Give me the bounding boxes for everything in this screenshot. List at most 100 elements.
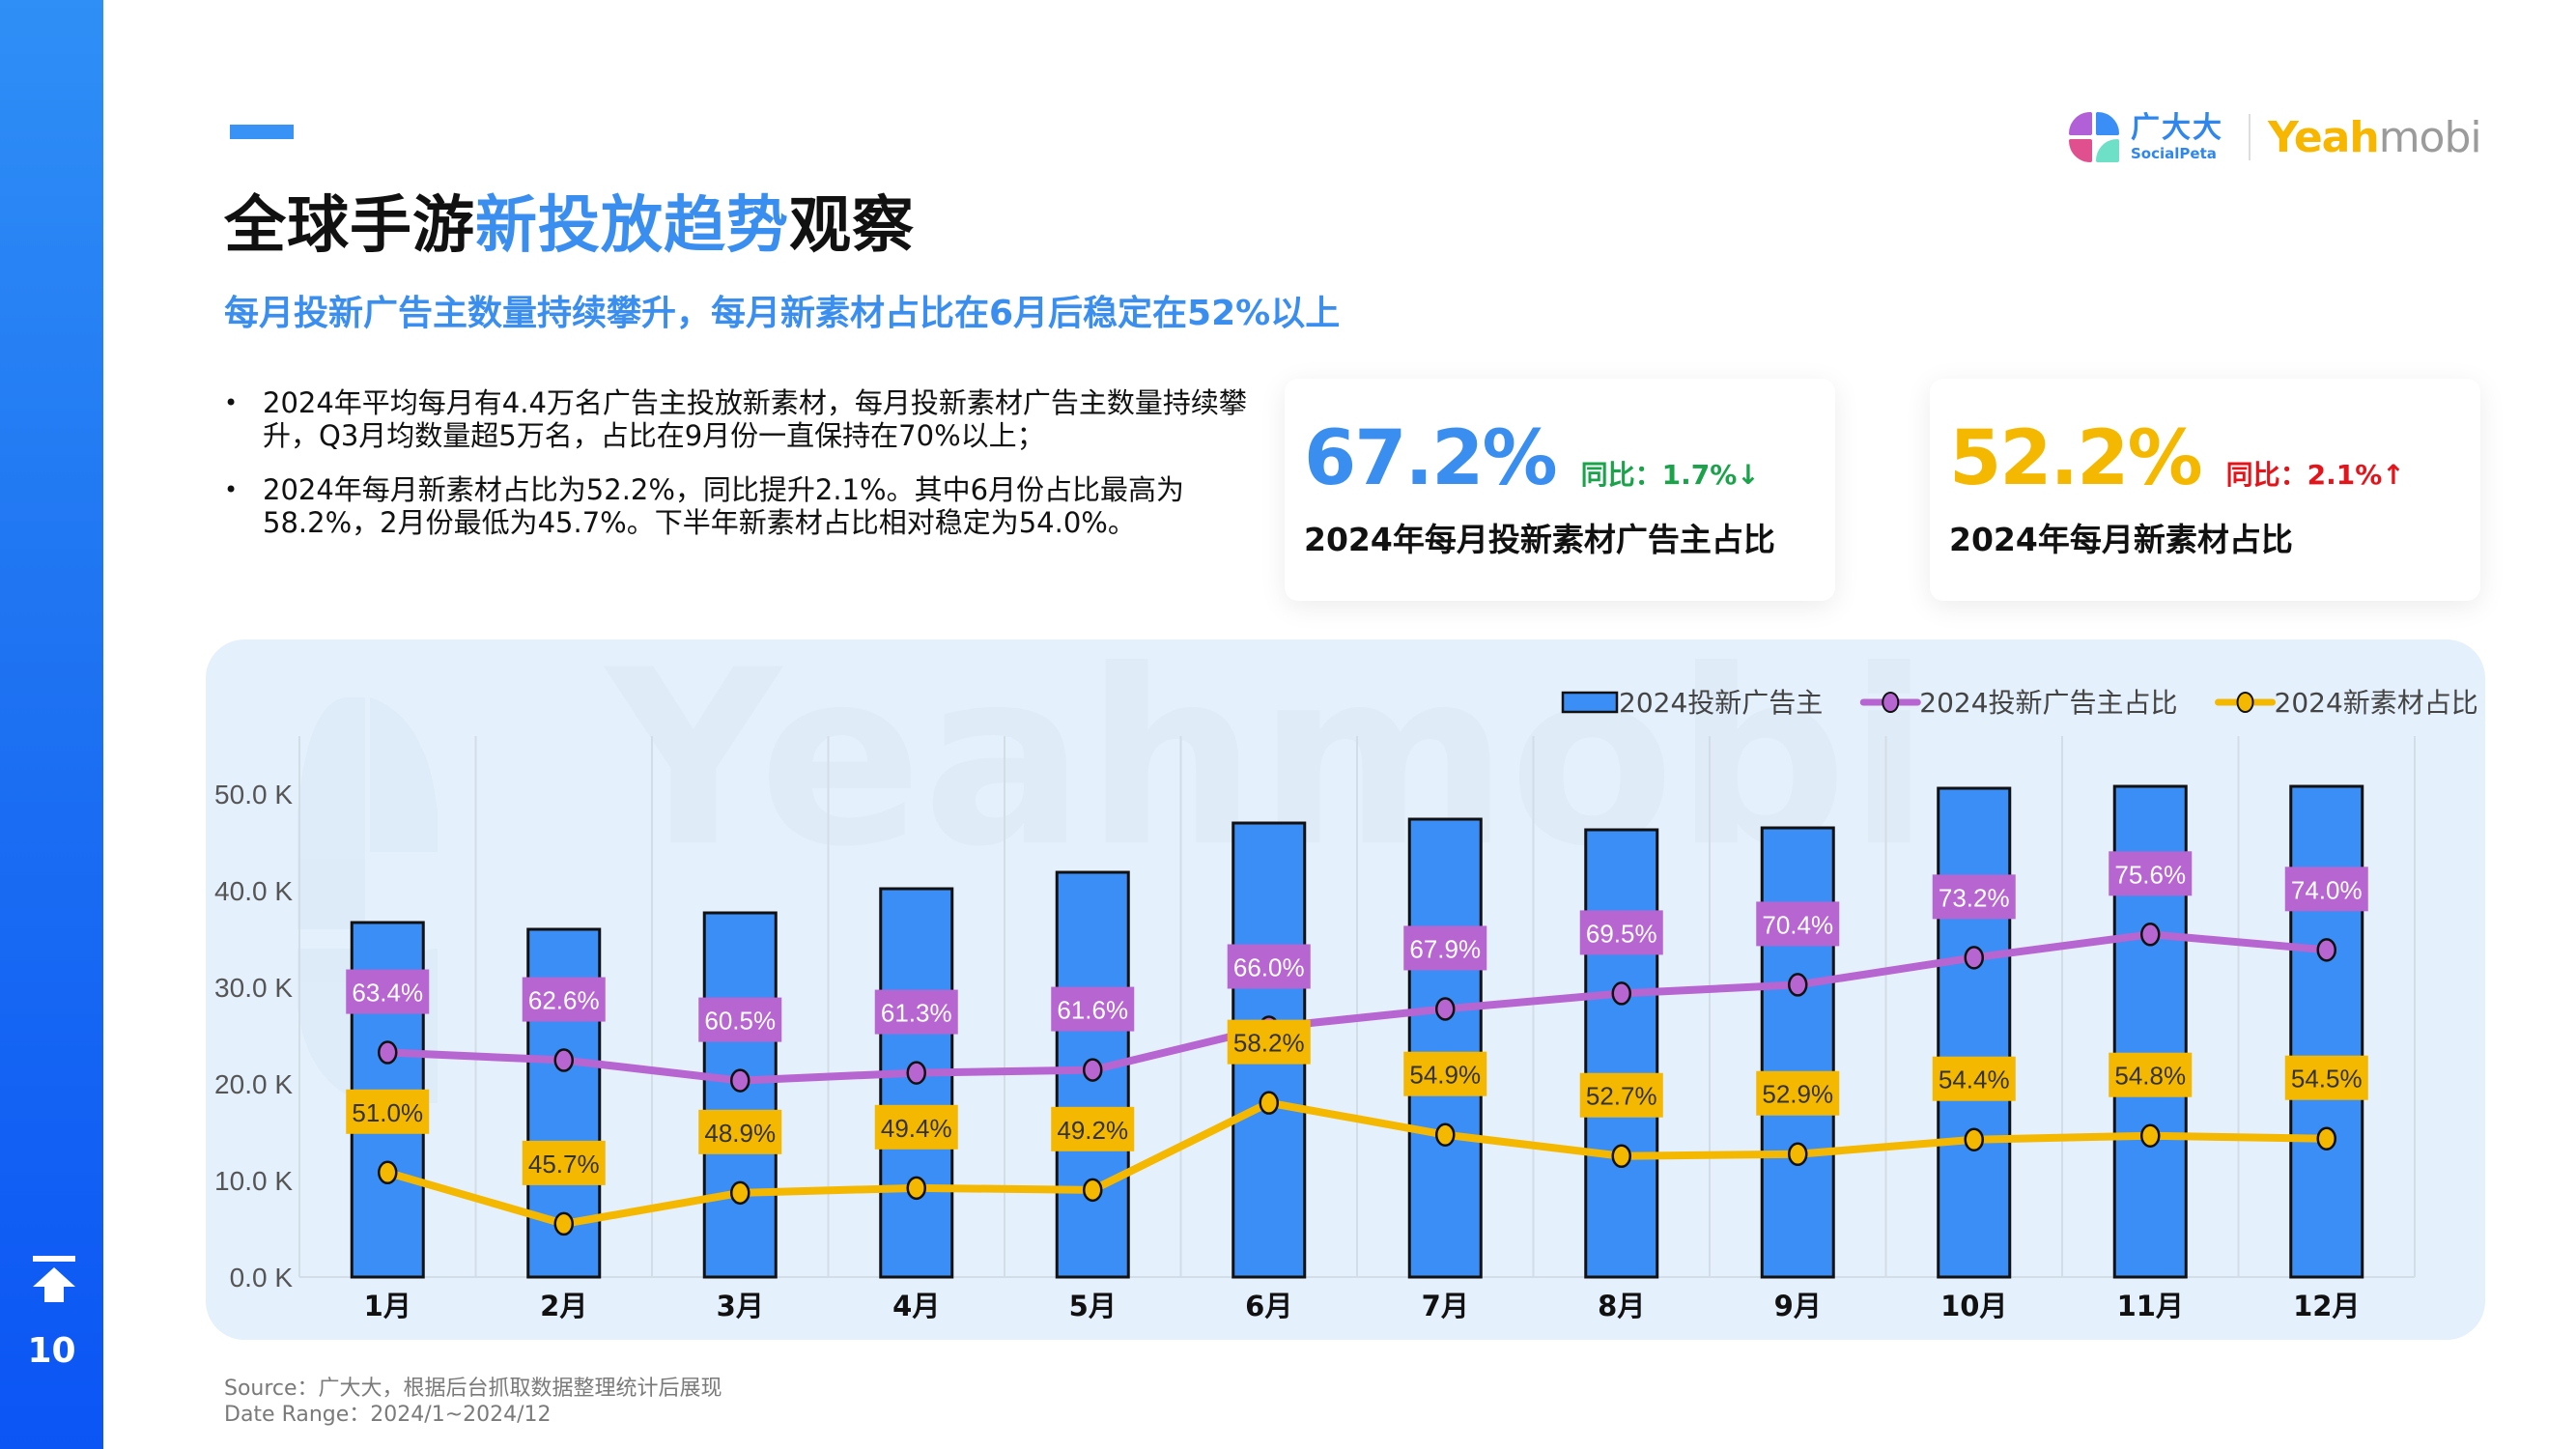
data-label: 54.4% <box>1939 1065 2010 1094</box>
yeahmobi-mobi: mobi <box>2378 112 2482 162</box>
kpi-value: 67.2% <box>1304 415 1558 502</box>
data-label-box <box>346 969 430 1014</box>
data-point <box>730 1068 750 1093</box>
legend-swatch-marker <box>1882 692 1900 713</box>
chart-panel: Yeahmobi 0.0 K 10.0 K 20.0 K 30.0 K 40.0 K 50… <box>206 639 2485 1340</box>
data-point <box>1259 1091 1279 1115</box>
data-label-box <box>698 1109 782 1154</box>
data-label-box <box>1756 901 1840 947</box>
data-label: 61.6% <box>1057 996 1128 1025</box>
data-point <box>1083 1178 1103 1203</box>
socialpeta-en: SocialPeta <box>2131 144 2217 162</box>
data-label-box <box>698 997 782 1042</box>
series-line <box>386 1098 2327 1228</box>
data-point <box>553 1211 574 1236</box>
data-label-box <box>874 1104 958 1150</box>
title-suffix: 观察 <box>789 190 915 262</box>
x-axis: 1月 2月 3月 4月 5月 6月 7月 8月 9月 10月 11月 12月 <box>364 1290 2361 1322</box>
data-point <box>1964 946 1984 970</box>
data-point <box>2140 1123 2161 1148</box>
data-point <box>1435 997 1456 1021</box>
data-label: 70.4% <box>1762 910 1833 939</box>
insight-item: 2024年平均每月有4.4万名广告主投放新素材，每月投新素材广告主数量持续攀升，… <box>224 386 1248 452</box>
data-label-box <box>1403 925 1487 971</box>
kpi-value: 52.2% <box>1949 415 2203 502</box>
data-label: 49.2% <box>1057 1116 1128 1145</box>
y-tick-label: 50.0 K <box>214 780 293 810</box>
x-tick-label: 4月 <box>892 1290 940 1322</box>
data-point <box>2316 1126 2336 1151</box>
x-tick-label: 1月 <box>364 1290 411 1322</box>
logo-divider <box>2249 114 2250 160</box>
data-label-box <box>1932 1056 2016 1101</box>
x-tick-label: 10月 <box>1940 1290 2007 1322</box>
date-range: Date Range：2024/1~2024/12 <box>224 1403 552 1427</box>
data-label: 54.8% <box>2114 1062 2186 1091</box>
data-point <box>2316 938 2336 962</box>
data-label-box <box>346 1089 430 1134</box>
series-line <box>387 930 2328 1085</box>
kpi-label: 2024年每月新素材占比 <box>1949 521 2293 558</box>
line-series: 63.4% 62.6% 60.5% 61.3% 61.6% 66.0% 67.9% 69.5%… <box>346 851 2368 1236</box>
data-label-box <box>874 989 958 1035</box>
insight-list: 2024年平均每月有4.4万名广告主投放新素材，每月投新素材广告主数量持续攀升，… <box>224 386 1248 560</box>
data-label: 75.6% <box>2114 860 2186 889</box>
bar <box>1584 828 1659 1279</box>
data-label: 67.9% <box>1409 934 1481 963</box>
data-label: 73.2% <box>1939 883 2010 912</box>
x-tick-label: 12月 <box>2293 1290 2360 1322</box>
sidebar: 10 <box>0 0 103 1449</box>
data-label: 62.6% <box>528 986 600 1015</box>
page-subtitle: 每月投新广告主数量持续攀升，每月新素材占比在6月后稳定在52%以上 <box>224 294 1341 333</box>
x-tick-label: 9月 <box>1774 1290 1822 1322</box>
x-tick-label: 6月 <box>1245 1290 1292 1322</box>
combo-chart: Yeahmobi 0.0 K10.0 K20.0 K30.0 K40.0 K50… <box>214 639 2478 1322</box>
data-label-box <box>2109 851 2193 896</box>
source-line: Source：广大大，根据后台抓取数据整理统计后展现 <box>224 1377 722 1401</box>
page-number: 10 <box>27 1331 76 1371</box>
data-label: 49.4% <box>881 1114 952 1143</box>
kpi-yoy: 同比：2.1%↑ <box>2225 459 2405 491</box>
x-tick-label: 3月 <box>717 1290 764 1322</box>
yeahmobi-yeah: Yeah <box>2268 112 2380 162</box>
title-accent-bar <box>230 125 294 139</box>
kpi-card-new-creative-share: 52.2% 同比：2.1%↑ 2024年每月新素材占比 <box>1930 379 2480 601</box>
data-label-box <box>522 1140 606 1185</box>
data-point <box>1788 973 1808 997</box>
data-label: 69.5% <box>1586 919 1657 948</box>
data-label: 60.5% <box>704 1007 776 1036</box>
data-label-box <box>2284 1055 2368 1100</box>
data-point <box>730 1180 750 1206</box>
kpi-yoy: 同比：1.7%↓ <box>1580 459 1760 491</box>
data-point <box>378 1160 398 1185</box>
x-tick-label: 7月 <box>1422 1290 1469 1322</box>
data-label: 74.0% <box>2291 875 2363 904</box>
data-label-box <box>1227 1019 1311 1065</box>
y-tick-label: 40.0 K <box>214 876 293 906</box>
title-prefix: 全球手游 <box>224 190 475 262</box>
data-label: 61.3% <box>881 999 952 1028</box>
data-point <box>1788 1142 1808 1166</box>
insight-item: 2024年每月新素材占比为52.2%，同比提升2.1%。其中6月份占比最高为58… <box>224 473 1248 539</box>
y-axis: 0.0 K 10.0 K 20.0 K 30.0 K 40.0 K 50.0 K <box>214 780 293 1293</box>
data-label-box <box>1403 1051 1487 1096</box>
data-point <box>1435 1122 1456 1147</box>
data-label-box <box>1227 944 1311 989</box>
y-tick-label: 0.0 K <box>230 1263 294 1293</box>
socialpeta-logo-icon <box>2069 112 2119 162</box>
yeahmobi-logo: Yeahmobi <box>2268 112 2482 162</box>
bar <box>2289 784 2364 1279</box>
x-tick-label: 11月 <box>2117 1290 2184 1322</box>
data-label: 54.5% <box>2291 1065 2363 1094</box>
y-tick-label: 20.0 K <box>214 1069 293 1099</box>
data-label: 52.7% <box>1586 1082 1657 1111</box>
back-to-top-icon[interactable] <box>33 1256 75 1304</box>
y-tick-label: 30.0 K <box>214 973 293 1003</box>
data-label: 45.7% <box>528 1150 600 1179</box>
source-note: Source：广大大，根据后台抓取数据整理统计后展现 Date Range：20… <box>224 1376 722 1428</box>
line-series-1: 63.4% 62.6% 60.5% 61.3% 61.6% 66.0% 67.9% 69.5%… <box>346 851 2368 1093</box>
data-point <box>1611 1144 1631 1168</box>
data-label-box <box>1051 986 1135 1032</box>
data-point <box>2140 923 2161 947</box>
legend-label: 2024投新广告主 <box>1619 687 1823 719</box>
